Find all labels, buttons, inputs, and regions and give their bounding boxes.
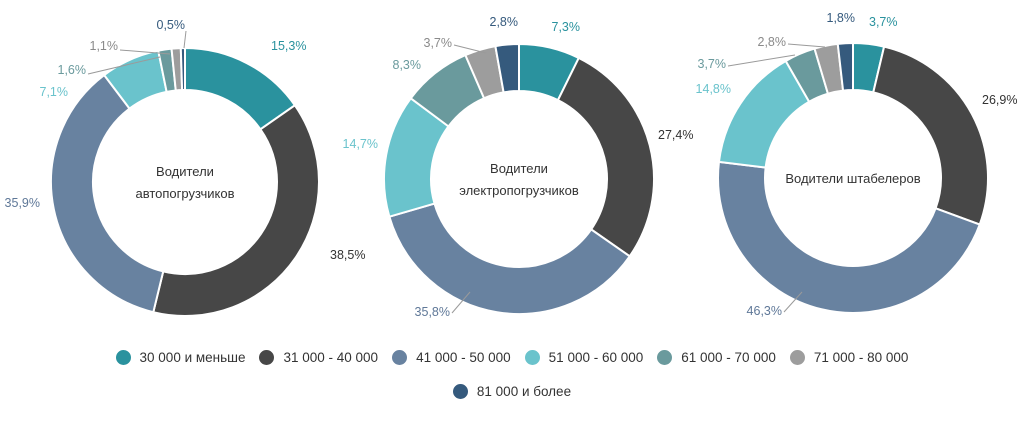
data-label: 3,7% [698,57,727,71]
donut-charts: 15,3% 38,5% 35,9% 7,1% 1,6%1,1% 0,5% Водители а… [5,11,1018,319]
legend-swatch [789,349,805,365]
donut-center-title: Водители штабелеров [785,171,920,186]
donut-slice [50,73,165,314]
donut-center-title: электропогрузчиков [459,183,579,198]
legend-item: 61 000 - 70 000 [657,349,776,365]
legend-item: 51 000 - 60 000 [524,349,644,365]
leader-line [183,30,187,49]
donut-slice [872,45,989,226]
donut-slice [556,56,655,258]
data-label: 2,8% [490,15,519,29]
legend-label: 30 000 и меньше [139,349,246,365]
leader-line [119,49,171,55]
data-label: 1,1% [90,39,119,53]
leader-line [787,43,826,48]
donut-center-title: Водители [490,161,548,176]
legend-item: 81 000 и более [452,383,572,399]
legend: 30 000 и меньше 31 000 - 40 000 41 000 - 5… [0,340,1024,408]
legend-item: 71 000 - 80 000 [789,349,909,365]
donut-center-title: автопогрузчиков [135,186,234,201]
legend-label: 51 000 - 60 000 [548,349,644,365]
legend-swatch [657,349,673,365]
legend-swatch [392,349,408,365]
legend-swatch [524,349,540,365]
data-label: 14,8% [696,82,731,96]
legend-item: 41 000 - 50 000 [392,349,511,365]
legend-label: 61 000 - 70 000 [681,349,776,365]
legend-label: 81 000 и более [476,383,572,399]
donut-chart-2: 7,3% 27,4% 35,8% 14,7% 8,3%3,7% 2,8% Водители э… [343,15,694,319]
leader-line [87,56,161,75]
legend-label: 31 000 - 40 000 [283,349,379,365]
donut-chart-3: 3,7% 26,9% 46,3% 14,8% 3,7% 2,8% 1,8% Водители … [696,11,1018,318]
legend-row: 81 000 и более [0,374,1024,408]
data-label: 1,8% [827,11,856,25]
legend-label: 71 000 - 80 000 [813,349,909,365]
data-label: 35,8% [415,305,450,319]
donut-chart-1: 15,3% 38,5% 35,9% 7,1% 1,6%1,1% 0,5% Водители а… [5,18,365,317]
donut-slice [836,41,854,92]
data-label: 14,7% [343,137,378,151]
data-label: 3,7% [869,15,898,29]
data-label: 7,3% [552,20,581,34]
legend-item: 31 000 - 40 000 [259,349,379,365]
data-label: 46,3% [747,304,782,318]
donut-slice [717,160,982,314]
legend-item: 30 000 и меньше [115,349,246,365]
data-label: 0,5% [157,18,186,32]
data-label: 26,9% [982,93,1017,107]
data-label: 8,3% [393,58,422,72]
legend-swatch [115,349,131,365]
data-label: 27,4% [658,128,693,142]
data-label: 7,1% [40,85,69,99]
data-label: 1,6% [58,63,87,77]
donut-center-title: Водители [156,164,214,179]
data-label: 38,5% [330,248,365,262]
leader-line [451,291,471,314]
donut-slice [494,42,520,94]
data-label: 35,9% [5,196,40,210]
donut-slice [152,103,320,317]
legend-label: 41 000 - 50 000 [416,349,511,365]
donut-slice [179,46,186,92]
leader-line [727,54,796,67]
leader-line [783,291,803,313]
legend-row: 30 000 и меньше 31 000 - 40 000 41 000 - 5… [0,340,1024,374]
data-label: 15,3% [271,39,306,53]
legend-swatch [259,349,275,365]
legend-swatch [452,383,468,399]
data-label: 2,8% [758,35,787,49]
data-label: 3,7% [424,36,453,50]
donut-slice [388,202,632,315]
leader-line [453,44,487,54]
